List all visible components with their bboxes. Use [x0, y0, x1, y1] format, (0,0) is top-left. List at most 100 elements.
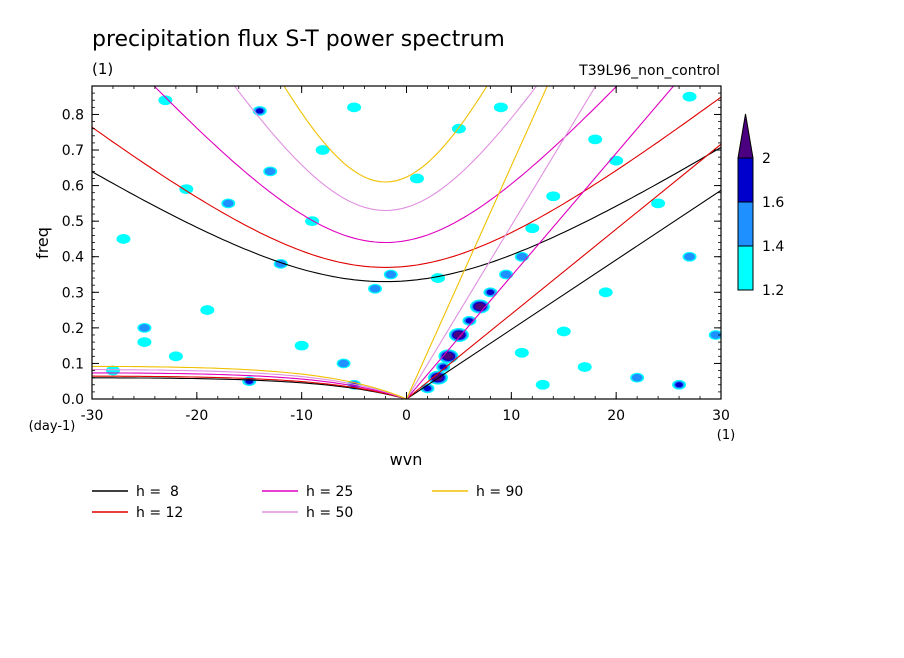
dispersion-curves — [92, 86, 721, 399]
contour-patch — [451, 123, 466, 134]
contour-patch — [651, 198, 666, 209]
x-axis-ticks: -30 -20 -10 0 10 20 30 — [81, 86, 730, 424]
colorbar-segment — [737, 201, 754, 247]
contour-patch — [588, 134, 603, 145]
kelvin-curve — [406, 86, 597, 399]
x-axis-label: wvn — [390, 450, 423, 469]
contour-patch — [453, 331, 465, 339]
contour-patch — [577, 362, 592, 372]
y-tick-label: 0.8 — [62, 107, 84, 123]
legend: h = 8 h = 12 h = 25 h = 50 h = 90 — [92, 484, 523, 521]
y-tick-label: 0.0 — [62, 392, 84, 408]
contour-patch — [338, 359, 349, 368]
contour-patch — [200, 305, 215, 315]
inertia-gravity-curve — [92, 146, 721, 283]
chart-title: precipitation flux S-T power spectrum — [92, 27, 505, 52]
contour-patch — [516, 252, 528, 261]
colorbar: 2 1.6 1.4 1.2 — [737, 113, 784, 299]
colorbar-segment — [737, 245, 754, 291]
rossby-curve — [92, 372, 407, 399]
contour-patch — [264, 167, 276, 176]
contour-patch — [222, 199, 234, 208]
contour-patch — [682, 91, 697, 102]
contour-patch — [315, 145, 330, 155]
x-tick-label: -10 — [290, 408, 313, 424]
inertia-gravity-curve — [233, 86, 538, 212]
x-axis-unit: (1) — [717, 428, 735, 443]
x-tick-label: 10 — [502, 408, 520, 424]
contour-patch — [684, 252, 695, 261]
y-tick-label: 0.7 — [62, 143, 84, 159]
contour-patch — [535, 379, 550, 390]
contour-patch — [493, 102, 508, 113]
contour-patch — [294, 340, 309, 351]
x-tick-label: 20 — [607, 408, 625, 424]
y-tick-label: 0.3 — [62, 285, 84, 301]
y-tick-label: 0.2 — [62, 321, 84, 337]
rossby-curve — [92, 369, 407, 399]
rossby-curve — [92, 377, 407, 399]
kelvin-curve — [406, 86, 675, 399]
contour-patch — [116, 234, 131, 244]
colorbar-label: 1.2 — [762, 283, 784, 299]
x-tick-label: 0 — [402, 408, 411, 424]
y-tick-label: 0.1 — [62, 356, 84, 372]
colorbar-label: 1.6 — [762, 195, 784, 211]
kelvin-curve — [406, 189, 721, 399]
colorbar-label: 1.4 — [762, 239, 784, 255]
contour-patch — [525, 223, 540, 234]
contour-patch — [486, 289, 495, 295]
inertia-gravity-curve — [283, 86, 488, 183]
contour-patch — [474, 302, 486, 311]
contour-patch — [514, 347, 529, 358]
contour-patch — [609, 155, 624, 166]
contour-patch — [347, 102, 362, 113]
plot-frame — [91, 85, 722, 400]
contour-patch — [500, 270, 512, 279]
contour-patch — [139, 324, 150, 332]
contour-patch — [105, 365, 120, 376]
contour-patch — [168, 351, 183, 362]
kelvin-curve — [405, 86, 548, 399]
contour-patch — [137, 337, 152, 347]
legend-label: h = 8 — [136, 484, 179, 500]
kelvin-curve — [406, 143, 721, 399]
x-tick-label: -20 — [185, 408, 208, 424]
contour-patch — [631, 373, 643, 382]
legend-label: h = 25 — [306, 484, 353, 500]
contour-patch — [385, 270, 397, 279]
rossby-curve — [92, 375, 407, 399]
contour-patch — [710, 331, 721, 339]
contour-patch — [255, 108, 264, 114]
legend-label: h = 50 — [306, 505, 353, 521]
contour-patch — [546, 191, 561, 202]
contour-patch — [598, 287, 613, 298]
y-tick-label: 0.4 — [62, 250, 84, 266]
y-axis-ticks: 0.0 0.1 0.2 0.3 0.4 0.5 0.6 0.7 0.8 — [62, 92, 721, 408]
rossby-curve — [92, 365, 407, 399]
contour-patch — [443, 352, 454, 360]
y-tick-label: 0.5 — [62, 214, 84, 230]
contour-patch — [675, 382, 683, 388]
x-tick-label: -30 — [81, 408, 104, 424]
contour-patch — [465, 318, 474, 324]
x-tick-label: 30 — [712, 408, 730, 424]
y-tick-label: 0.6 — [62, 179, 84, 195]
colorbar-triangle — [737, 113, 754, 159]
run-label: T39L96_non_control — [578, 63, 720, 79]
legend-label: h = 12 — [136, 505, 183, 521]
legend-label: h = 90 — [476, 484, 523, 500]
colorbar-label: 2 — [762, 151, 771, 167]
units-label: (1) — [92, 60, 113, 78]
inertia-gravity-curve — [92, 96, 721, 268]
y-axis-label: freq — [33, 227, 52, 259]
contour-patch — [556, 326, 571, 337]
contour-patch — [369, 284, 381, 293]
contour-patch — [179, 184, 194, 195]
contour-patch — [409, 173, 424, 184]
colorbar-segment — [737, 157, 754, 203]
contour-patch — [430, 273, 445, 283]
contour-patch — [158, 95, 173, 106]
